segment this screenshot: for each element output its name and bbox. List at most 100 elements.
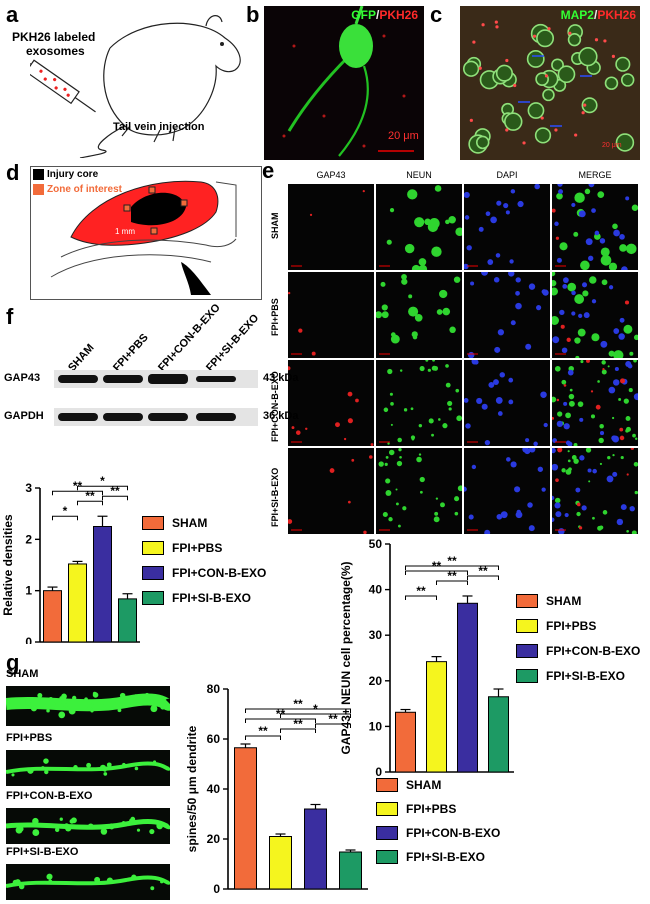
dapi-nucleus	[578, 210, 586, 218]
legend-entry: FPI+CON-B-EXO	[516, 644, 640, 658]
gap43-signal	[620, 378, 626, 384]
neun-cell	[380, 281, 386, 287]
gap43-signal	[335, 422, 340, 428]
gap43-signal	[347, 418, 353, 424]
dapi-nucleus	[517, 200, 524, 208]
neun-cell	[597, 191, 605, 199]
legend-label: FPI+SI-B-EXO	[172, 591, 252, 605]
dapi-nucleus	[516, 509, 522, 515]
gap43-signal	[329, 468, 335, 473]
dapi-nucleus	[508, 399, 514, 405]
dendritic-spine	[103, 772, 108, 776]
dendrite-drawing	[6, 873, 170, 891]
micrograph-dapi	[464, 272, 550, 358]
dapi-nucleus	[563, 277, 569, 284]
neun-cell	[428, 418, 434, 424]
legend-entry: FPI+PBS	[142, 541, 222, 555]
dapi-nucleus	[506, 457, 511, 462]
micrograph-neun	[376, 272, 462, 358]
micrograph-dapi	[464, 360, 550, 446]
neun-cell	[440, 502, 445, 508]
dapi-nucleus	[567, 369, 574, 376]
panel-c-legend-pkh26: PKH26	[597, 8, 636, 22]
bar-fpi-pbs	[269, 836, 292, 890]
micrograph-content	[288, 366, 374, 446]
significance-bracket	[467, 575, 499, 580]
neun-cell	[410, 407, 414, 411]
dendritic-spine	[110, 701, 117, 707]
dapi-nucleus	[488, 381, 495, 388]
legend-swatch	[516, 669, 538, 683]
dapi-nucleus	[497, 329, 505, 336]
dendritic-spine	[149, 828, 155, 835]
pkh26-spot	[611, 54, 616, 58]
chart-gap43-neun-percentage: 0 10 20 30 40 50 GAP43+ NEUN cell percentage(%…	[339, 538, 514, 779]
pkh26-spot	[481, 23, 485, 27]
micrograph-content	[379, 360, 462, 445]
dendrite-image	[6, 808, 170, 844]
neun-cell	[455, 227, 462, 237]
gap43-signal	[311, 351, 316, 356]
gapdh-band	[148, 413, 188, 421]
dapi-nucleus	[613, 328, 620, 334]
bar-fpi-con-b-exo	[457, 602, 478, 773]
y-tick-label: 2	[25, 532, 32, 546]
neun-cell	[599, 423, 604, 429]
map2-cell	[578, 47, 598, 67]
dendritic-spine	[48, 879, 53, 884]
dendritic-spine	[133, 694, 138, 698]
grid-column-header: NEUN	[406, 170, 432, 180]
dapi-nucleus	[618, 333, 625, 340]
legend-label: SHAM	[406, 778, 442, 792]
dapi-nucleus	[621, 266, 628, 270]
dapi-nucleus	[514, 486, 521, 493]
map2-cell	[504, 112, 523, 131]
significance-bracket	[52, 515, 78, 521]
dapi-nucleus	[497, 411, 503, 416]
dapi-nucleus	[554, 221, 559, 227]
map2-cell	[551, 58, 564, 72]
dendritic-spine	[94, 876, 101, 883]
neun-cell	[435, 497, 439, 500]
neun-cell	[384, 462, 388, 466]
map2-cell	[536, 29, 555, 48]
dapi-nucleus	[525, 438, 530, 443]
neun-cell	[633, 461, 638, 467]
pkh26-spot	[522, 141, 526, 145]
significance-bracket	[405, 570, 468, 575]
dapi-nucleus	[606, 475, 614, 483]
neun-cell	[552, 280, 557, 287]
micrograph-content	[467, 272, 549, 358]
panel-a-title-line1: PKH26 labeled	[12, 30, 96, 44]
dapi-nucleus	[493, 379, 499, 386]
gap43-signal	[552, 208, 556, 213]
panel-d-schematic-drawing	[50, 180, 237, 295]
neun-cell	[554, 497, 561, 504]
legend-label: FPI+PBS	[172, 541, 223, 555]
dendritic-spine	[131, 874, 137, 880]
pkh26-spot	[547, 27, 551, 31]
neun-cell	[601, 279, 608, 286]
dendritic-spine	[143, 696, 149, 702]
panel-label-b: b	[246, 2, 260, 27]
gap43-band	[196, 375, 236, 383]
neun-cell	[416, 456, 422, 463]
neun-cell	[574, 192, 585, 203]
legend-entry: FPI+SI-B-EXO	[516, 669, 625, 683]
dapi-nucleus	[591, 208, 596, 213]
significance-bracket	[280, 713, 351, 718]
blot-lane-label: FPI+PBS	[111, 331, 151, 375]
dendritic-spine	[108, 823, 115, 830]
panel-d-legend-injury-label: Injury core	[47, 169, 99, 180]
gap43-signal	[630, 448, 635, 450]
micrograph-content	[379, 185, 462, 270]
dendritic-spine	[73, 765, 78, 770]
dapi-nucleus	[527, 502, 533, 508]
neun-cell	[432, 360, 435, 362]
dapi-nucleus	[581, 505, 587, 511]
dapi-nucleus	[614, 366, 619, 372]
dendritic-spine	[48, 696, 53, 701]
panel-c-legend-sep: /	[593, 8, 598, 22]
